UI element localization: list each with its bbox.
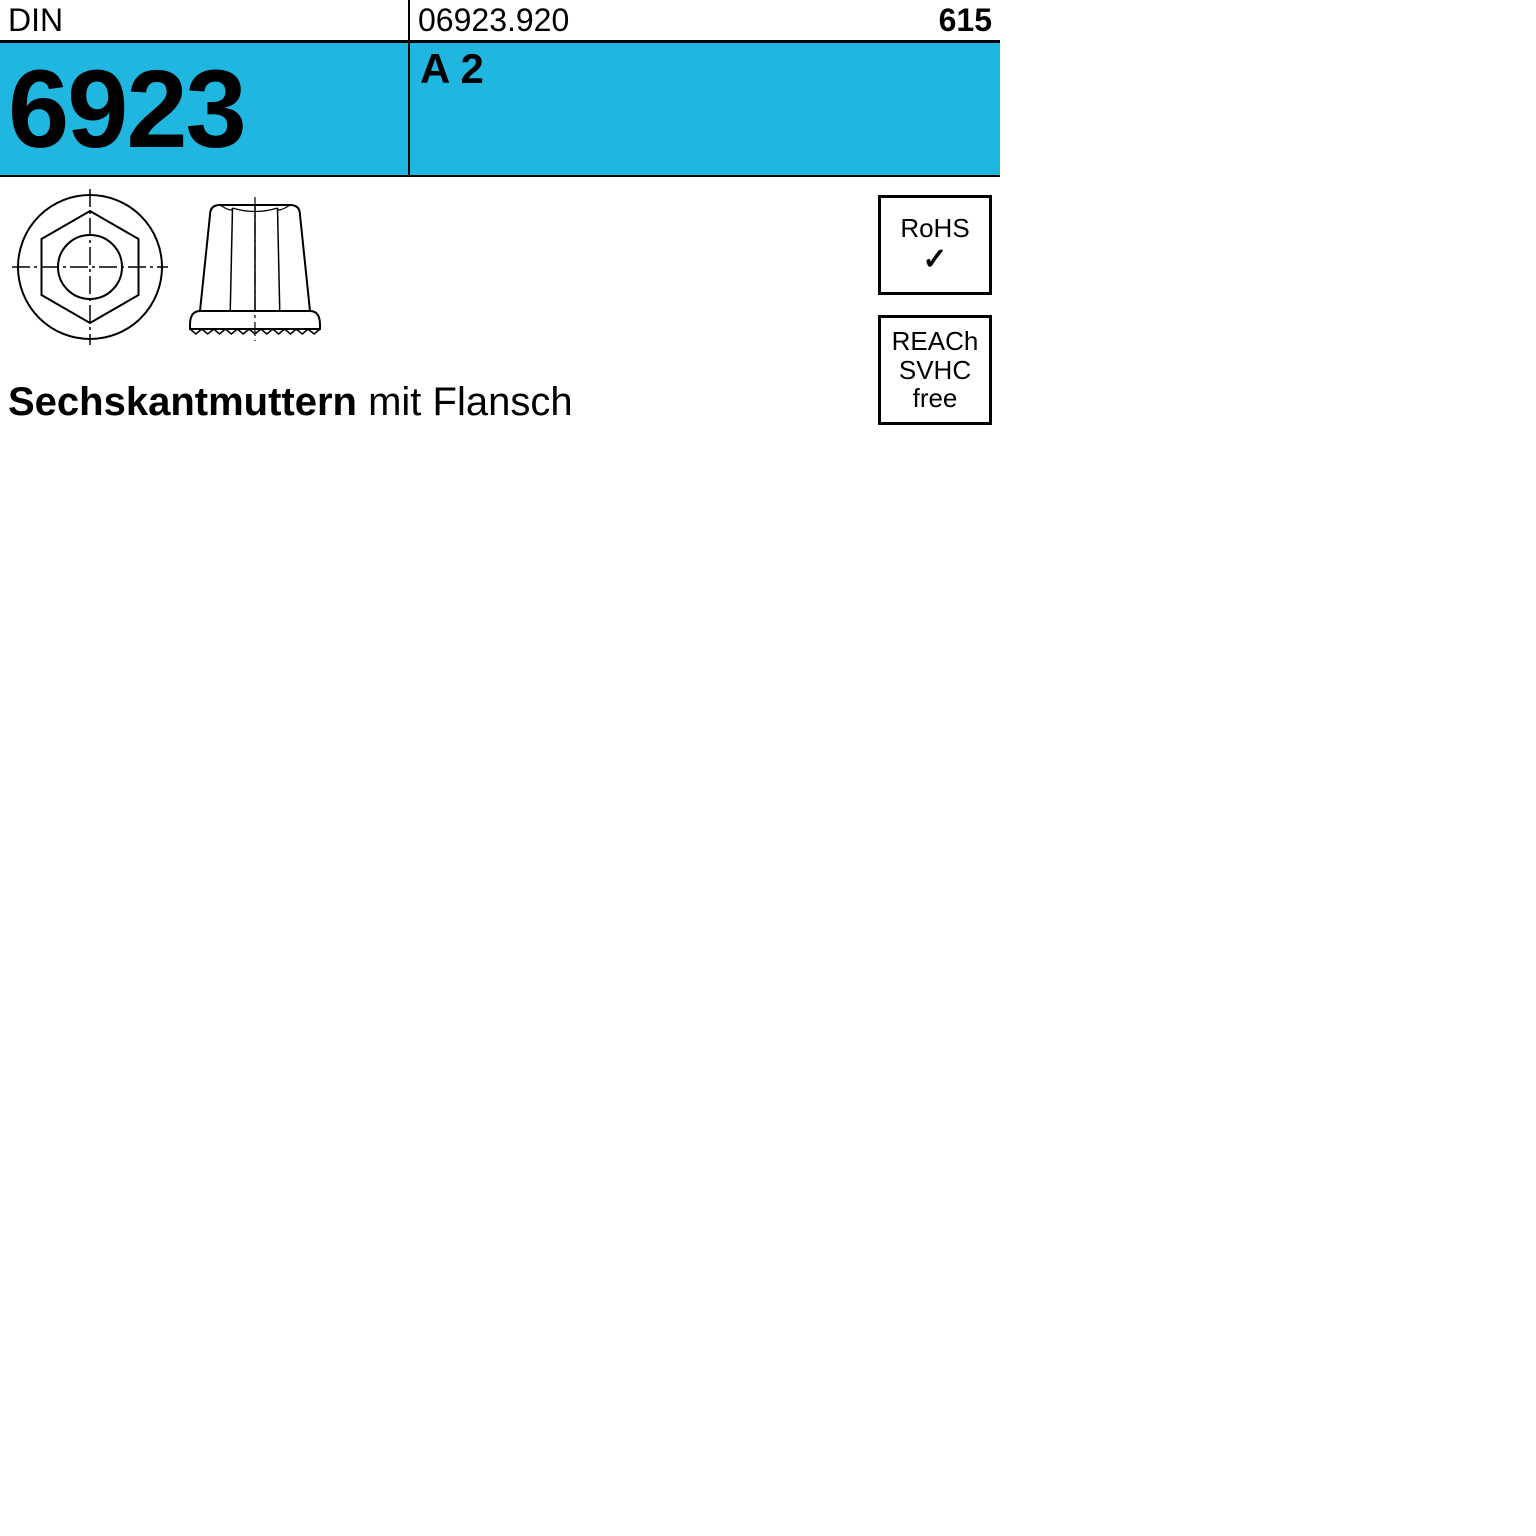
- reach-line1: REACh: [892, 327, 979, 356]
- datasheet-header-card: DIN 06923.920 615 6923 A 2 RoHS ✓ REACh …: [0, 0, 1000, 1000]
- header-standard-label: DIN: [0, 0, 410, 40]
- header-page-code: 615: [880, 0, 1000, 40]
- material-grade: A 2: [410, 43, 1000, 175]
- header-part-number: 06923.920: [410, 0, 880, 40]
- reach-line2: SVHC: [899, 356, 971, 385]
- product-title: Sechskantmuttern mit Flansch: [8, 380, 573, 425]
- nut-drawing-svg: [10, 187, 340, 352]
- standard-band: 6923 A 2: [0, 43, 1000, 177]
- rohs-label: RoHS: [900, 214, 969, 243]
- product-title-rest: mit Flansch: [357, 380, 573, 424]
- reach-line3: free: [913, 384, 958, 413]
- rohs-badge: RoHS ✓: [878, 195, 992, 295]
- technical-drawing: [0, 187, 1000, 357]
- reach-badge: REACh SVHC free: [878, 315, 992, 425]
- standard-number: 6923: [0, 43, 410, 175]
- header-row: DIN 06923.920 615: [0, 0, 1000, 43]
- product-title-bold: Sechskantmuttern: [8, 380, 357, 424]
- check-icon: ✓: [922, 243, 947, 276]
- compliance-badges: RoHS ✓ REACh SVHC free: [878, 195, 992, 425]
